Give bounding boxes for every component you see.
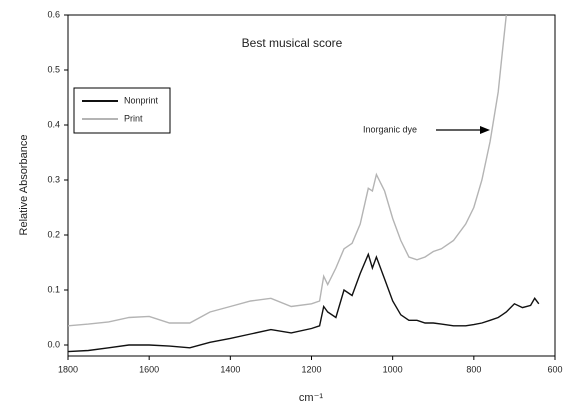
x-tick-label: 1400	[220, 364, 240, 374]
x-tick-label: 800	[466, 364, 481, 374]
x-tick-label: 1800	[58, 364, 78, 374]
x-axis-label: cm⁻¹	[299, 392, 323, 404]
legend-box	[73, 87, 171, 134]
y-axis-label: Relative Absorbance	[18, 135, 30, 236]
legend-label: Print	[124, 113, 143, 123]
x-tick-label: 600	[547, 364, 562, 374]
y-tick-label: 0.3	[47, 174, 60, 184]
x-tick-label: 1000	[383, 364, 403, 374]
y-tick-label: 0.0	[47, 339, 60, 349]
y-tick-label: 0.6	[47, 9, 60, 19]
y-tick-label: 0.5	[47, 64, 60, 74]
y-tick-label: 0.2	[47, 229, 60, 239]
plot-frame	[67, 14, 556, 357]
series-line	[68, 15, 507, 327]
chart-title: Best musical score	[242, 36, 343, 50]
x-tick-label: 1600	[139, 364, 159, 374]
annotation-arrow	[436, 126, 490, 134]
y-tick-label: 0.1	[47, 284, 60, 294]
annotation: Inorganic dye	[363, 124, 417, 134]
x-tick-label: 1200	[301, 364, 321, 374]
y-tick-label: 0.4	[47, 119, 60, 129]
legend-label: Nonprint	[124, 95, 159, 105]
series-line	[68, 252, 540, 353]
plot-lines	[68, 15, 540, 353]
